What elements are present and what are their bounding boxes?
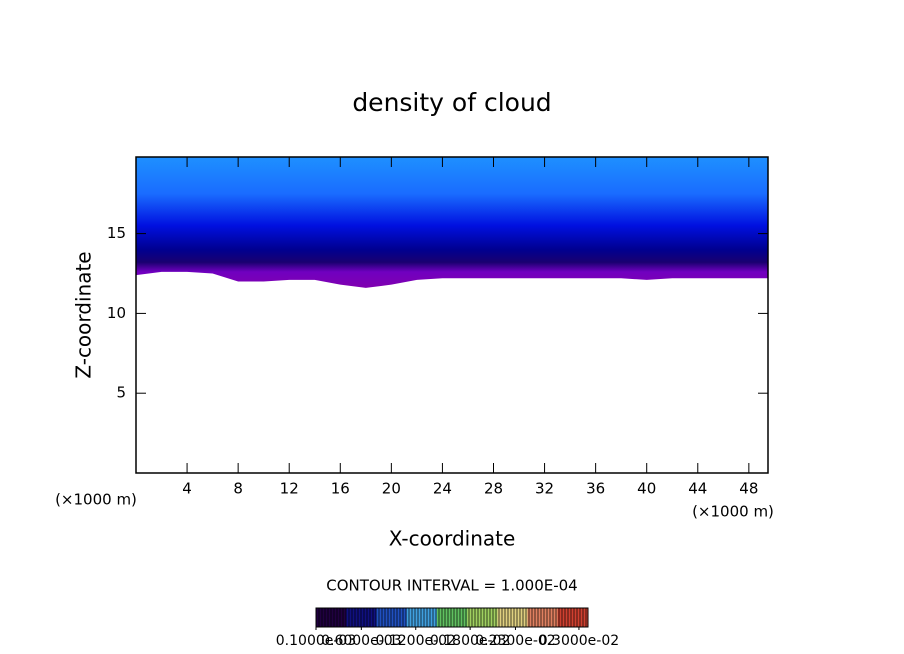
- x-unit: (×1000 m): [692, 503, 774, 521]
- colorbar-swatch: [557, 608, 589, 627]
- x-tick-label: 4: [182, 480, 192, 498]
- colorbar-label: 0.1000e-03: [276, 633, 356, 649]
- x-tick-label: 48: [739, 480, 758, 498]
- x-tick-label: 28: [484, 480, 503, 498]
- colorbar-label: 0.2300e-02: [475, 633, 555, 649]
- chart-title: density of cloud: [352, 88, 551, 117]
- colorbar-label: 0.6000e-03: [321, 633, 401, 649]
- x-tick-label: 24: [433, 480, 452, 498]
- x-tick-label: 32: [535, 480, 554, 498]
- y-tick-label: 5: [116, 384, 126, 402]
- colorbar-label: 0.1800e-02: [430, 633, 510, 649]
- contour-interval: CONTOUR INTERVAL = 1.000E-04: [326, 577, 577, 595]
- x-tick-label: 12: [280, 480, 299, 498]
- y-axis-label: Z-coordinate: [72, 251, 96, 378]
- x-tick-label: 44: [688, 480, 707, 498]
- y-tick-label: 15: [107, 224, 126, 242]
- colorbar-frame: [315, 607, 589, 628]
- colorbar-label: 0.3000e-02: [539, 633, 619, 649]
- x-tick-label: 20: [382, 480, 401, 498]
- plot-frame: [135, 156, 769, 474]
- x-tick-label: 40: [637, 480, 656, 498]
- colorbar-swatch: [346, 608, 377, 627]
- x-axis-label: X-coordinate: [389, 527, 516, 551]
- colorbar-label: 0.1200e-02: [375, 633, 455, 649]
- x-tick-label: 8: [233, 480, 243, 498]
- x-tick-label: 36: [586, 480, 605, 498]
- colorbar-swatch: [376, 608, 408, 627]
- x-unit: (×1000 m): [55, 491, 137, 509]
- x-tick-label: 16: [331, 480, 350, 498]
- colorbar-swatch: [316, 608, 347, 627]
- y-tick-label: 10: [107, 304, 126, 322]
- cloud-field: [136, 157, 768, 288]
